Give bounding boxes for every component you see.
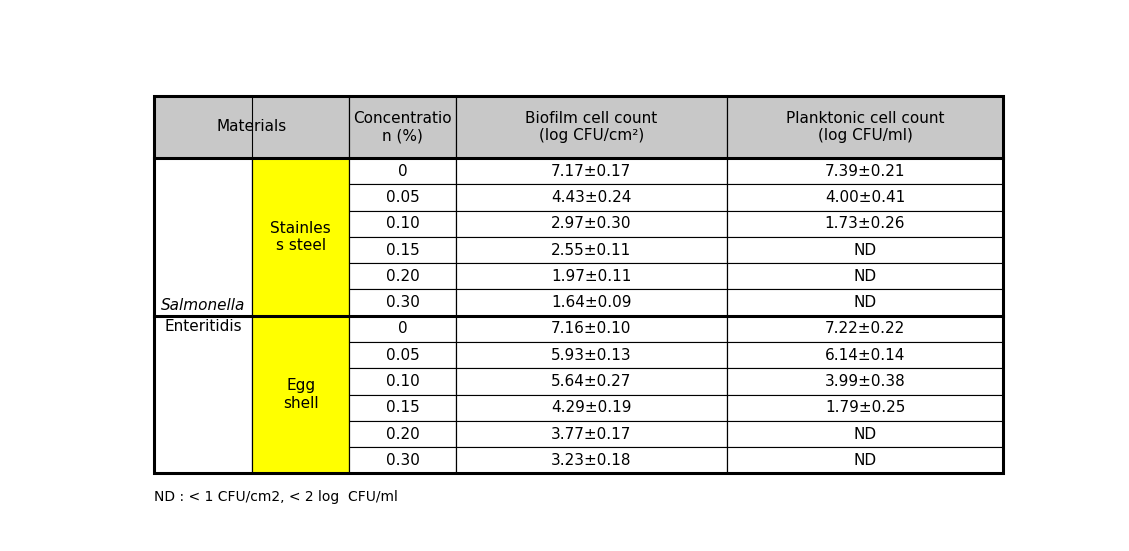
Bar	[727, 342, 1003, 368]
Text: ND: ND	[854, 242, 876, 257]
Text: 0.20: 0.20	[386, 426, 419, 441]
Bar	[350, 316, 455, 342]
Text: 5.64±0.27: 5.64±0.27	[551, 374, 631, 389]
Bar	[727, 395, 1003, 421]
Text: 7.39±0.21: 7.39±0.21	[825, 164, 905, 179]
Text: 0.10: 0.10	[386, 374, 419, 389]
Text: 7.16±0.10: 7.16±0.10	[551, 321, 631, 337]
Bar	[455, 185, 727, 210]
Text: ND : < 1 CFU/cm2, < 2 log  CFU/ml: ND : < 1 CFU/cm2, < 2 log CFU/ml	[155, 490, 399, 504]
Text: 0.05: 0.05	[386, 348, 419, 363]
Bar	[727, 237, 1003, 263]
Text: Stainles
s steel: Stainles s steel	[270, 221, 331, 253]
Text: 4.29±0.19: 4.29±0.19	[551, 400, 631, 415]
Bar	[455, 237, 727, 263]
Bar	[350, 368, 455, 395]
Bar	[727, 421, 1003, 447]
Text: 0: 0	[397, 164, 408, 179]
Bar	[350, 342, 455, 368]
Text: Salmonella: Salmonella	[160, 298, 245, 312]
Bar	[727, 158, 1003, 185]
Bar	[455, 289, 727, 316]
Text: 0.30: 0.30	[386, 295, 420, 310]
Text: 0.15: 0.15	[386, 400, 419, 415]
Text: Concentratio
n (%): Concentratio n (%)	[353, 111, 452, 143]
Text: 0.30: 0.30	[386, 453, 420, 468]
Bar	[727, 368, 1003, 395]
Text: 1.79±0.25: 1.79±0.25	[825, 400, 905, 415]
Bar	[350, 447, 455, 473]
Text: 1.97±0.11: 1.97±0.11	[551, 269, 631, 284]
Bar	[350, 237, 455, 263]
Text: Materials: Materials	[217, 120, 287, 134]
Text: 0.10: 0.10	[386, 217, 419, 231]
Text: Biofilm cell count
(log CFU/cm²): Biofilm cell count (log CFU/cm²)	[525, 111, 657, 143]
Bar	[455, 395, 727, 421]
Bar	[350, 263, 455, 289]
Text: 0.15: 0.15	[386, 242, 419, 257]
Text: Enteritidis: Enteritidis	[164, 319, 242, 334]
Bar	[727, 289, 1003, 316]
Bar	[455, 447, 727, 473]
Bar	[350, 185, 455, 210]
Text: 0.20: 0.20	[386, 269, 419, 284]
Text: ND: ND	[854, 295, 876, 310]
Bar	[455, 263, 727, 289]
Bar	[350, 395, 455, 421]
Text: 4.43±0.24: 4.43±0.24	[551, 190, 631, 205]
Bar	[727, 263, 1003, 289]
Text: 3.23±0.18: 3.23±0.18	[551, 453, 631, 468]
Bar	[350, 210, 455, 237]
Bar	[727, 316, 1003, 342]
Bar	[455, 368, 727, 395]
Text: 6.14±0.14: 6.14±0.14	[825, 348, 905, 363]
Bar	[350, 158, 455, 185]
Text: 2.55±0.11: 2.55±0.11	[551, 242, 631, 257]
Text: Planktonic cell count
(log CFU/ml): Planktonic cell count (log CFU/ml)	[786, 111, 944, 143]
Text: 7.22±0.22: 7.22±0.22	[825, 321, 905, 337]
Bar	[455, 421, 727, 447]
Bar	[727, 210, 1003, 237]
Text: 3.99±0.38: 3.99±0.38	[824, 374, 905, 389]
Bar	[455, 158, 727, 185]
Text: 0.05: 0.05	[386, 190, 419, 205]
Text: ND: ND	[854, 453, 876, 468]
Bar	[455, 316, 727, 342]
Text: 2.97±0.30: 2.97±0.30	[551, 217, 631, 231]
Bar	[727, 447, 1003, 473]
Text: ND: ND	[854, 269, 876, 284]
Text: 0: 0	[397, 321, 408, 337]
Text: 7.17±0.17: 7.17±0.17	[551, 164, 631, 179]
Bar	[350, 421, 455, 447]
Text: 3.77±0.17: 3.77±0.17	[551, 426, 631, 441]
Text: 5.93±0.13: 5.93±0.13	[551, 348, 631, 363]
Bar	[727, 185, 1003, 210]
Text: 1.64±0.09: 1.64±0.09	[551, 295, 631, 310]
Text: 4.00±0.41: 4.00±0.41	[825, 190, 905, 205]
Bar	[350, 289, 455, 316]
Bar	[455, 210, 727, 237]
Text: Egg
shell: Egg shell	[283, 379, 318, 411]
Text: ND: ND	[854, 426, 876, 441]
Text: 1.73±0.26: 1.73±0.26	[825, 217, 905, 231]
Bar	[455, 342, 727, 368]
